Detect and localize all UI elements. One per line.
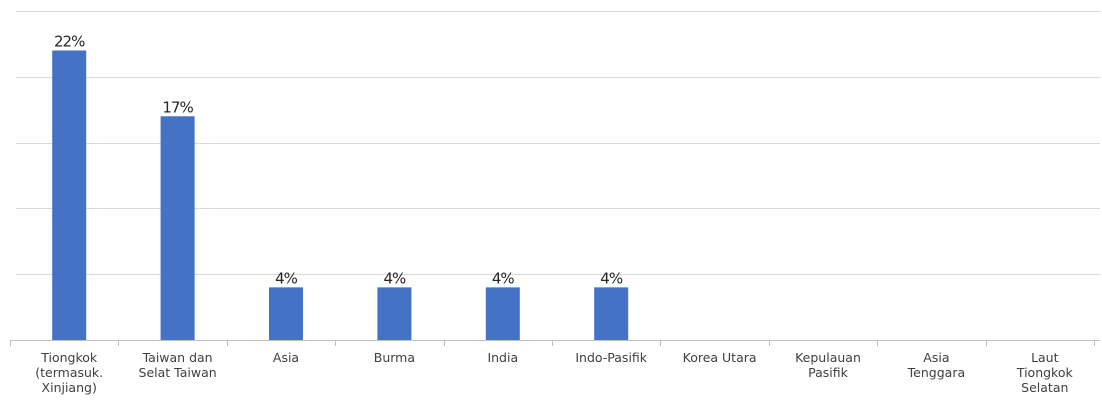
category-label: Burma — [374, 350, 415, 365]
category-label-line: Burma — [374, 350, 415, 365]
bar-6 — [594, 287, 629, 340]
category-label: Asia — [273, 350, 299, 365]
bar-1 — [52, 50, 87, 340]
category-label-line: Korea Utara — [683, 350, 757, 365]
bar-4 — [377, 287, 412, 340]
category-label: Indo-Pasifik — [575, 350, 647, 365]
data-label: 4% — [492, 269, 515, 287]
category-label-line: Tiongkok — [1016, 365, 1074, 380]
category-label: Tiongkok (termasuk. Xinjiang) — [35, 350, 103, 395]
data-labels: 22% 17% 4% 4% 4% 4% — [54, 32, 624, 287]
data-label: 4% — [384, 269, 407, 287]
category-label-line: Tiongkok — [40, 350, 98, 365]
category-label-line: Kepulauan — [795, 350, 861, 365]
category-label: Kepulauan Pasifik — [795, 350, 861, 380]
gridlines — [16, 11, 1100, 275]
bar-3 — [269, 287, 303, 340]
data-label: 17% — [162, 98, 193, 116]
category-label: Taiwan dan Selat Taiwan — [139, 350, 217, 380]
data-label: 4% — [275, 269, 298, 287]
category-label: Laut Tiongkok Selatan — [1016, 350, 1074, 395]
category-labels: Tiongkok (termasuk. Xinjiang)Taiwan dan Sel… — [35, 350, 1073, 395]
category-label-line: India — [487, 350, 518, 365]
category-label-line: Asia — [923, 350, 949, 365]
category-label-line: Selatan — [1021, 380, 1068, 395]
bar-5 — [485, 287, 520, 340]
category-label-line: Asia — [273, 350, 299, 365]
category-label-line: Indo-Pasifik — [575, 350, 647, 365]
category-label-line: Pasifik — [808, 365, 848, 380]
category-label-line: Laut — [1031, 350, 1059, 365]
category-label: Korea Utara — [683, 350, 757, 365]
category-label-line: Tenggara — [907, 365, 965, 380]
bars — [52, 50, 629, 340]
category-label: Asia Tenggara — [907, 350, 965, 380]
category-label-line: Taiwan dan — [142, 350, 213, 365]
bar-2 — [160, 116, 195, 340]
data-label: 22% — [54, 32, 85, 50]
data-label: 4% — [600, 269, 623, 287]
category-label-line: (termasuk. — [35, 365, 103, 380]
category-label: India — [487, 350, 518, 365]
category-label-line: Xinjiang) — [42, 380, 97, 395]
category-label-line: Selat Taiwan — [139, 365, 217, 380]
x-axis-ticks — [10, 340, 1095, 346]
